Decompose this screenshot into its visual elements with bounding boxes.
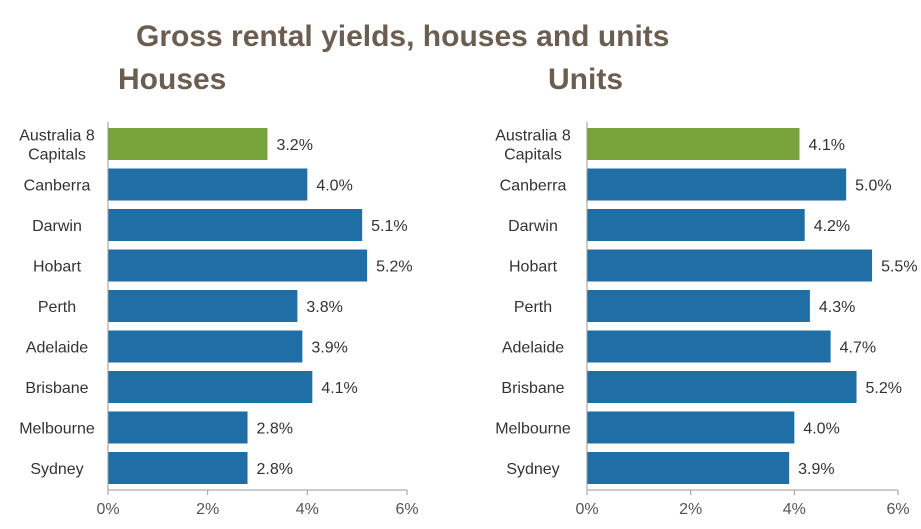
houses-value-label: 3.2% <box>276 137 312 154</box>
houses-bar <box>108 249 368 282</box>
units-category-label: Capitals <box>504 147 562 164</box>
houses-category-label: Brisbane <box>25 380 88 397</box>
houses-x-tick-label: 0% <box>96 501 119 518</box>
houses-category-label: Adelaide <box>26 340 88 357</box>
units-category-label: Hobart <box>509 259 558 276</box>
units-x-tick-label: 6% <box>886 501 909 518</box>
houses-bar <box>108 168 308 201</box>
houses-value-label: 4.1% <box>321 380 357 397</box>
units-bar <box>587 411 795 444</box>
houses-value-label: 2.8% <box>257 461 293 478</box>
houses-category-label: Hobart <box>33 259 82 276</box>
houses-category-label: Australia 8 <box>19 128 95 145</box>
units-category-label: Sydney <box>506 461 559 478</box>
houses-bar <box>108 290 298 322</box>
houses-category-label: Capitals <box>28 147 86 164</box>
units-value-label: 3.9% <box>798 461 834 478</box>
houses-bar <box>108 330 303 363</box>
units-bar <box>587 290 810 322</box>
houses-value-label: 3.9% <box>311 340 347 357</box>
houses-bar <box>108 411 248 444</box>
units-bar <box>587 209 805 241</box>
houses-category-label: Sydney <box>30 461 83 478</box>
houses-category-label: Melbourne <box>19 421 95 438</box>
units-x-tick-label: 2% <box>679 501 702 518</box>
units-value-label: 5.2% <box>866 380 902 397</box>
units-value-label: 5.0% <box>855 178 891 195</box>
units-value-label: 4.3% <box>819 299 855 316</box>
units-x-tick-label: 4% <box>783 501 806 518</box>
houses-category-label: Canberra <box>24 178 91 195</box>
houses-x-tick-label: 6% <box>395 501 418 518</box>
houses-category-label: Perth <box>38 299 76 316</box>
houses-x-tick-label: 4% <box>296 501 319 518</box>
units-category-label: Australia 8 <box>495 128 571 145</box>
units-value-label: 4.7% <box>840 340 876 357</box>
units-category-label: Adelaide <box>502 340 564 357</box>
houses-value-label: 2.8% <box>257 421 293 438</box>
houses-panel-title: Houses <box>118 63 227 96</box>
units-category-label: Melbourne <box>495 421 571 438</box>
houses-value-label: 5.1% <box>371 218 407 235</box>
units-value-label: 4.2% <box>814 218 850 235</box>
units-category-label: Canberra <box>500 178 567 195</box>
units-x-tick-label: 0% <box>575 501 598 518</box>
houses-bar <box>108 452 248 484</box>
houses-value-label: 5.2% <box>376 259 412 276</box>
houses-bar <box>108 371 313 403</box>
units-value-label: 4.1% <box>809 137 845 154</box>
units-category-label: Perth <box>514 299 552 316</box>
units-bar <box>587 128 800 160</box>
houses-value-label: 3.8% <box>306 299 342 316</box>
units-bar <box>587 371 857 403</box>
units-panel-title: Units <box>548 63 623 96</box>
units-bar <box>587 168 847 201</box>
units-bar <box>587 452 790 484</box>
houses-value-label: 4.0% <box>316 178 352 195</box>
chart-title: Gross rental yields, houses and units <box>136 20 670 53</box>
units-category-label: Darwin <box>508 218 558 235</box>
houses-bar <box>108 128 268 160</box>
units-category-label: Brisbane <box>501 380 564 397</box>
units-value-label: 4.0% <box>803 421 839 438</box>
houses-bar <box>108 209 363 241</box>
houses-x-tick-label: 2% <box>196 501 219 518</box>
units-bar <box>587 249 873 282</box>
units-bar <box>587 330 831 363</box>
houses-category-label: Darwin <box>32 218 82 235</box>
units-value-label: 5.5% <box>881 259 917 276</box>
